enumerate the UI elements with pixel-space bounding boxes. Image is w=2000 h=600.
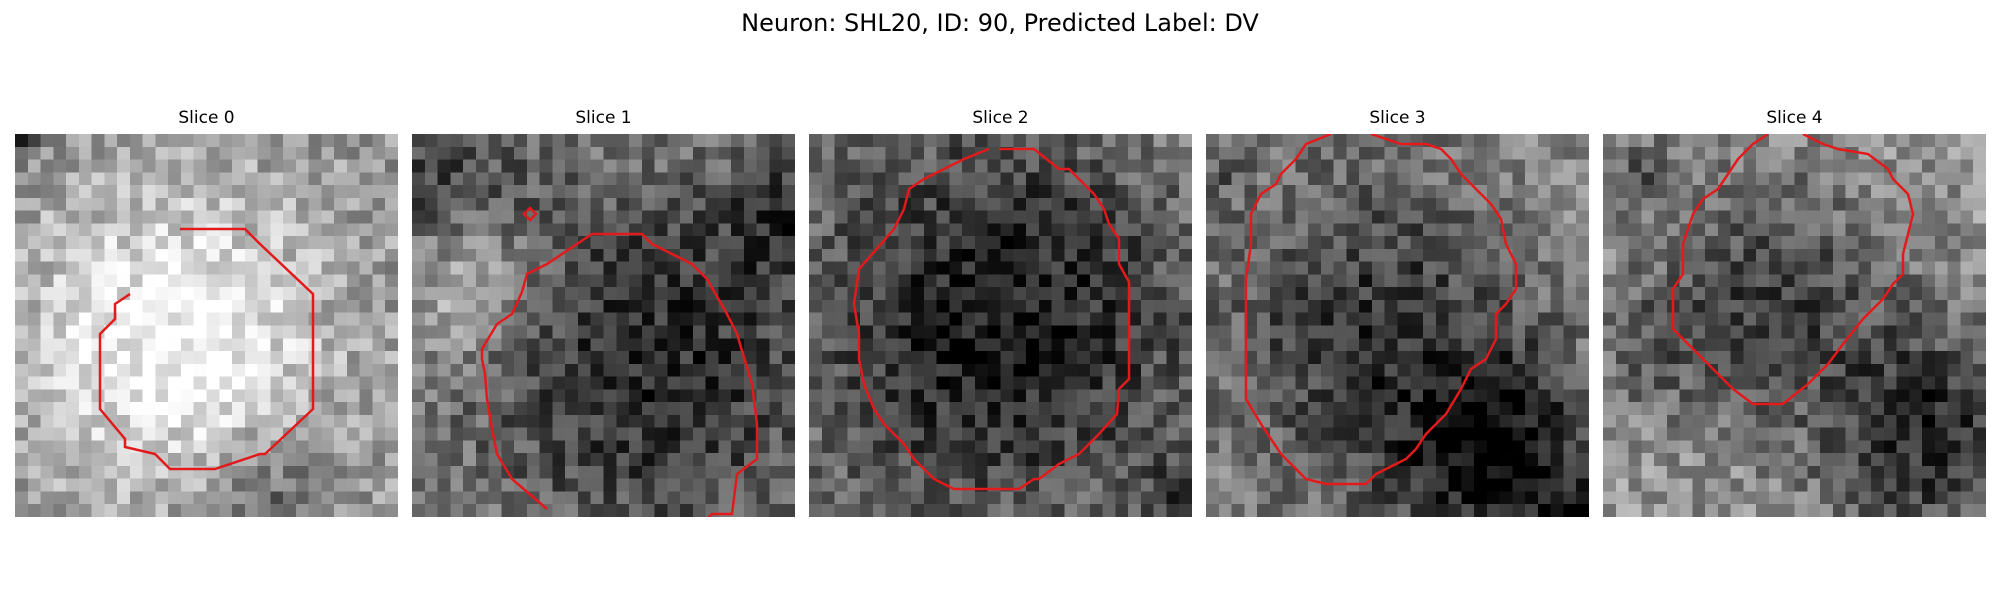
slice-image-1: [412, 134, 795, 517]
slice-image-0: [15, 134, 398, 517]
slice-title: Slice 1: [575, 108, 632, 128]
slice-title: Slice 3: [1369, 108, 1426, 128]
slice-title: Slice 0: [178, 108, 235, 128]
contour-line: [480, 232, 759, 517]
contour-line: [98, 227, 315, 471]
slice-image-2: [809, 134, 1192, 517]
slice-image-3: [1206, 134, 1589, 517]
slice-panel-1: Slice 1: [412, 106, 795, 517]
figure-title: Neuron: SHL20, ID: 90, Predicted Label: …: [741, 9, 1259, 37]
slice-panel-2: Slice 2: [809, 106, 1192, 517]
slice-image-4: [1603, 134, 1986, 517]
contour-line: [852, 147, 1131, 491]
contour-line: [1244, 134, 1518, 486]
slice-panel-0: Slice 0: [15, 106, 398, 517]
slice-panel-3: Slice 3: [1206, 106, 1589, 517]
slice-title: Slice 4: [1766, 108, 1823, 128]
slice-title: Slice 2: [972, 108, 1029, 128]
slice-panel-4: Slice 4: [1603, 106, 1986, 517]
contour-marker: [522, 206, 538, 222]
contour-line: [1671, 134, 1915, 406]
